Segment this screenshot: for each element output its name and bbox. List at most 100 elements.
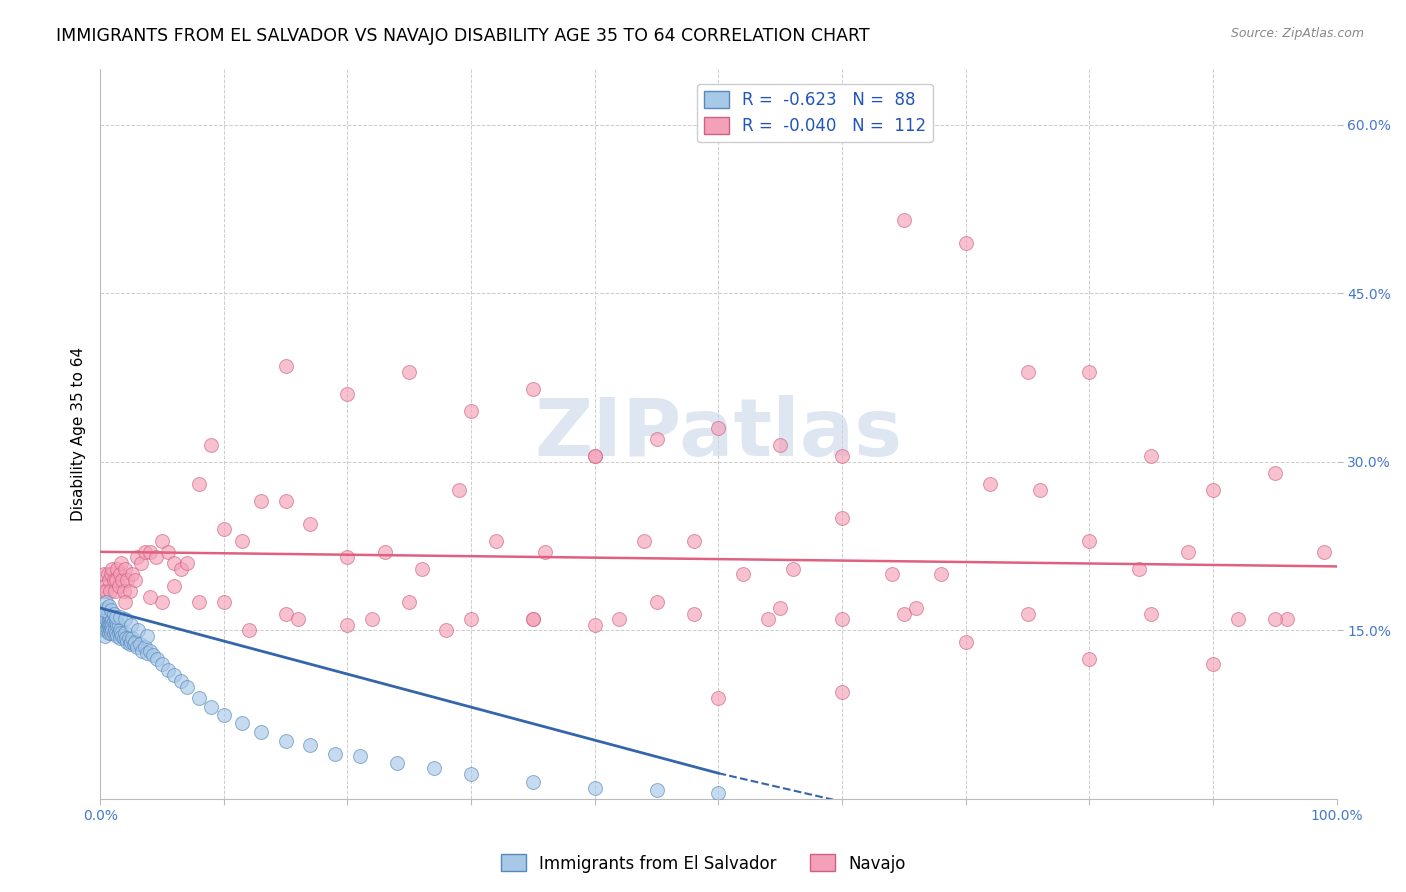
Point	[91, 618, 114, 632]
Point	[645, 783, 668, 797]
Point	[398, 595, 420, 609]
Point	[105, 615, 128, 629]
Point	[200, 699, 222, 714]
Point	[117, 634, 139, 648]
Point	[120, 618, 142, 632]
Point	[103, 607, 125, 621]
Point	[129, 556, 152, 570]
Point	[121, 567, 143, 582]
Point	[1128, 562, 1150, 576]
Point	[127, 640, 149, 655]
Point	[1140, 607, 1163, 621]
Point	[150, 533, 173, 548]
Point	[323, 747, 346, 761]
Point	[287, 612, 309, 626]
Point	[274, 733, 297, 747]
Point	[169, 674, 191, 689]
Point	[1277, 612, 1299, 626]
Point	[115, 632, 138, 646]
Point	[163, 556, 186, 570]
Point	[107, 625, 129, 640]
Point	[145, 550, 167, 565]
Point	[534, 545, 557, 559]
Point	[583, 780, 606, 795]
Point	[98, 584, 121, 599]
Point	[104, 618, 127, 632]
Point	[96, 624, 118, 638]
Point	[1264, 466, 1286, 480]
Point	[231, 533, 253, 548]
Point	[114, 625, 136, 640]
Point	[134, 640, 156, 655]
Point	[110, 556, 132, 570]
Point	[101, 562, 124, 576]
Point	[583, 618, 606, 632]
Point	[1140, 450, 1163, 464]
Point	[707, 421, 730, 435]
Point	[96, 607, 118, 621]
Point	[98, 618, 121, 632]
Point	[893, 213, 915, 227]
Point	[782, 562, 804, 576]
Point	[707, 787, 730, 801]
Point	[124, 634, 146, 648]
Point	[645, 595, 668, 609]
Point	[108, 610, 131, 624]
Point	[98, 624, 121, 638]
Point	[769, 438, 792, 452]
Point	[110, 625, 132, 640]
Point	[1017, 607, 1039, 621]
Point	[374, 545, 396, 559]
Point	[200, 438, 222, 452]
Point	[460, 404, 482, 418]
Point	[361, 612, 384, 626]
Point	[118, 584, 141, 599]
Point	[1264, 612, 1286, 626]
Point	[108, 567, 131, 582]
Point	[733, 567, 755, 582]
Point	[831, 612, 853, 626]
Point	[460, 767, 482, 781]
Point	[100, 567, 122, 582]
Point	[93, 603, 115, 617]
Point	[112, 632, 135, 646]
Point	[163, 668, 186, 682]
Point	[831, 685, 853, 699]
Point	[101, 612, 124, 626]
Point	[96, 567, 118, 582]
Point	[103, 615, 125, 629]
Point	[336, 618, 359, 632]
Point	[955, 634, 977, 648]
Point	[107, 562, 129, 576]
Point	[100, 620, 122, 634]
Point	[114, 562, 136, 576]
Point	[96, 584, 118, 599]
Point	[105, 610, 128, 624]
Point	[124, 573, 146, 587]
Point	[1078, 533, 1101, 548]
Point	[150, 595, 173, 609]
Point	[336, 550, 359, 565]
Point	[212, 707, 235, 722]
Point	[522, 612, 544, 626]
Point	[645, 433, 668, 447]
Point	[188, 690, 211, 705]
Point	[398, 365, 420, 379]
Point	[127, 624, 149, 638]
Point	[96, 612, 118, 626]
Point	[103, 625, 125, 640]
Point	[1313, 545, 1336, 559]
Point	[250, 724, 273, 739]
Point	[100, 625, 122, 640]
Point	[756, 612, 779, 626]
Point	[274, 494, 297, 508]
Point	[1226, 612, 1249, 626]
Point	[93, 624, 115, 638]
Point	[108, 624, 131, 638]
Point	[831, 450, 853, 464]
Point	[107, 618, 129, 632]
Point	[231, 715, 253, 730]
Point	[1078, 651, 1101, 665]
Point	[583, 450, 606, 464]
Point	[107, 618, 129, 632]
